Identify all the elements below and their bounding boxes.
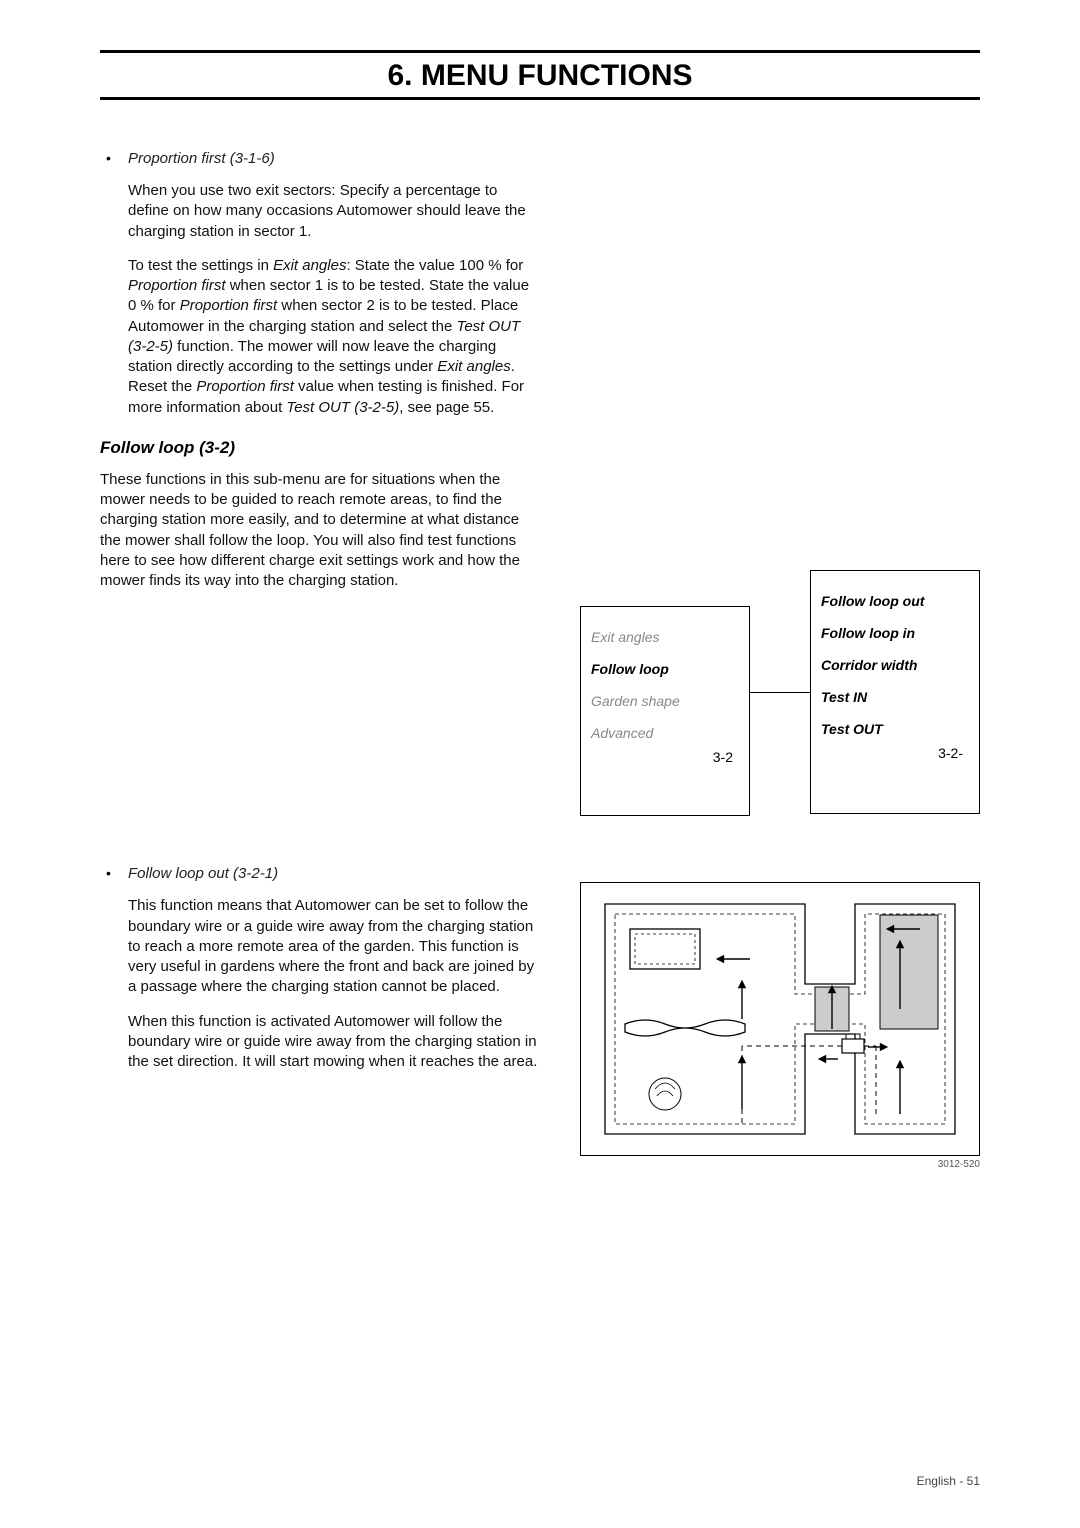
page-footer: English - 51	[917, 1474, 980, 1488]
paragraph: When this function is activated Automowe…	[128, 1012, 540, 1073]
spacer	[580, 150, 980, 550]
connector-line	[750, 692, 810, 693]
garden-diagram-inner	[587, 889, 973, 1149]
right-column: Exit angles Follow loop Garden shape Adv…	[580, 150, 980, 1170]
paragraph: These functions in this sub-menu are for…	[100, 470, 540, 592]
spacer	[100, 605, 540, 865]
chapter-title: 6. MENU FUNCTIONS	[100, 53, 980, 97]
bullet-list: Proportion first (3-1-6) When you use tw…	[100, 150, 540, 418]
menu-item: Test IN	[821, 681, 969, 713]
bullet-list-2: Follow loop out (3-2-1) This function me…	[100, 865, 540, 1072]
menu-item: Corridor width	[821, 649, 969, 681]
text: , see page 55.	[399, 399, 494, 416]
section-heading: Follow loop (3-2)	[100, 438, 540, 458]
content-body: Proportion first (3-1-6) When you use tw…	[100, 150, 980, 1170]
menu-item: Test OUT	[821, 713, 969, 745]
menu-diagram: Exit angles Follow loop Garden shape Adv…	[580, 570, 980, 820]
em: Test OUT (3-2-5)	[286, 399, 399, 416]
spacer	[580, 820, 980, 874]
text: To test the settings in	[128, 257, 273, 274]
em: Proportion first	[180, 297, 278, 314]
menu-item: Follow loop in	[821, 617, 969, 649]
bullet-follow-loop-out: Follow loop out (3-2-1) This function me…	[128, 865, 540, 1072]
menu-number: 3-2	[591, 749, 739, 765]
menu-number: 3-2-	[821, 745, 969, 761]
em: Proportion first	[196, 378, 294, 395]
em: Exit angles	[437, 358, 510, 375]
menu-right-box: Follow loop out Follow loop in Corridor …	[810, 570, 980, 814]
bullet-proportion-first: Proportion first (3-1-6) When you use tw…	[128, 150, 540, 418]
bullet-title: Proportion first (3-1-6)	[128, 150, 540, 167]
text: : State the value 100 % for	[346, 257, 523, 274]
garden-diagram	[580, 882, 980, 1156]
diagram-citation: 3012-520	[580, 1159, 980, 1170]
menu-left-box: Exit angles Follow loop Garden shape Adv…	[580, 606, 750, 816]
paragraph: To test the settings in Exit angles: Sta…	[128, 256, 540, 418]
em: Proportion first	[128, 277, 226, 294]
em: Exit angles	[273, 257, 346, 274]
menu-item: Exit angles	[591, 621, 739, 653]
left-column: Proportion first (3-1-6) When you use tw…	[100, 150, 540, 1170]
bullet-title: Follow loop out (3-2-1)	[128, 865, 540, 882]
menu-item: Advanced	[591, 717, 739, 749]
paragraph: This function means that Automower can b…	[128, 896, 540, 997]
menu-item: Follow loop out	[821, 585, 969, 617]
paragraph: When you use two exit sectors: Specify a…	[128, 181, 540, 242]
menu-item: Garden shape	[591, 685, 739, 717]
garden-svg	[587, 889, 973, 1149]
menu-item-active: Follow loop	[591, 653, 739, 685]
mid-rule	[100, 97, 980, 100]
